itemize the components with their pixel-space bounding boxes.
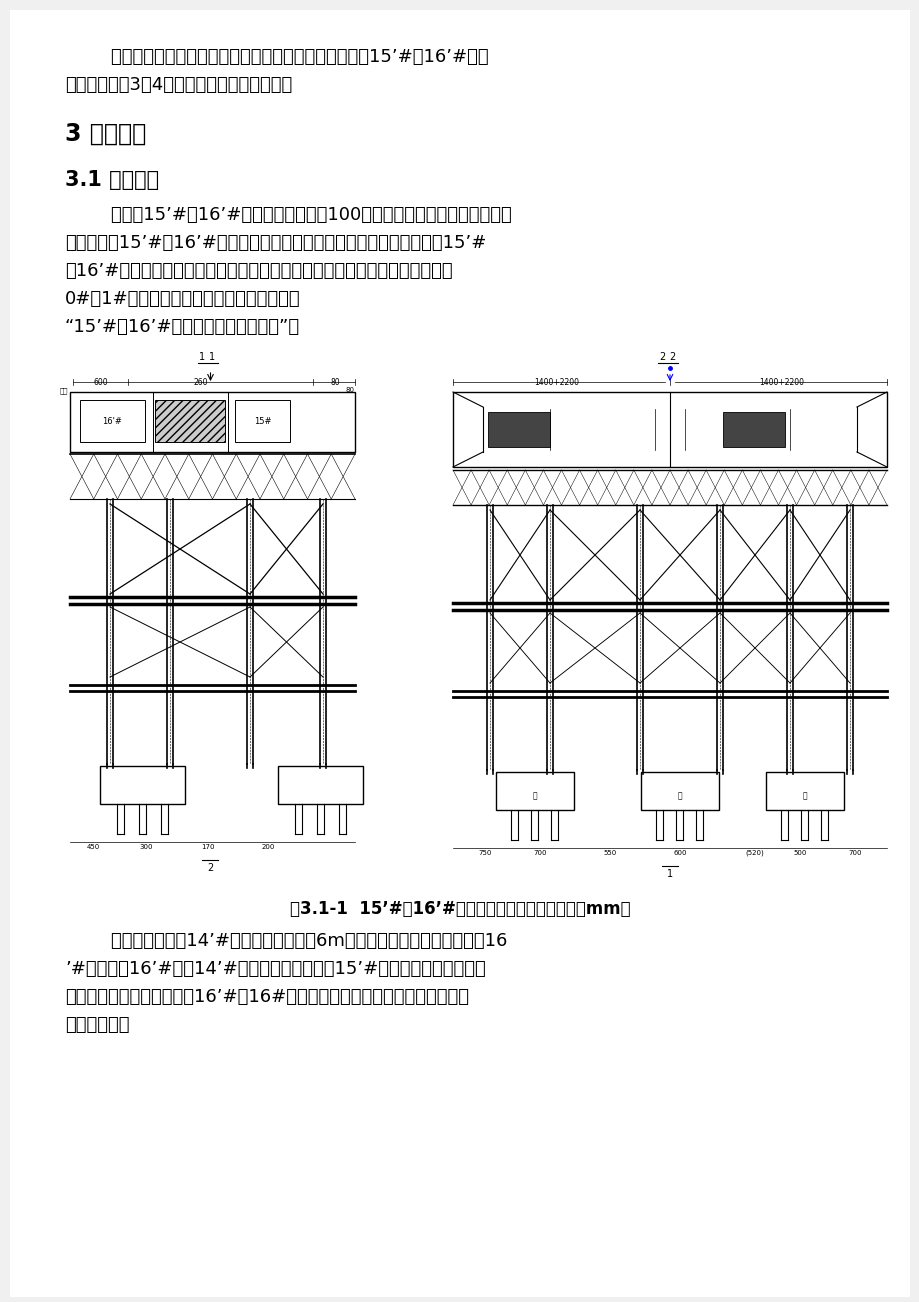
Text: 550: 550 [603, 850, 616, 855]
Text: 600: 600 [673, 850, 686, 855]
Text: 450: 450 [86, 844, 99, 850]
Text: 500: 500 [792, 850, 806, 855]
Text: 1: 1 [210, 352, 215, 362]
Text: 15#: 15# [254, 417, 271, 426]
Bar [452, 392, 886, 467]
Text: 1: 1 [666, 868, 673, 879]
Text: 环节见附图。: 环节见附图。 [65, 1016, 130, 1034]
Text: “15’#、16’#号块现浇段支架布置图”。: “15’#、16’#号块现浇段支架布置图”。 [65, 318, 300, 336]
Bar [70, 392, 355, 452]
Text: ’#块，焊接16’#块与14’#块间刚性支撑，浇筑15’#块梁段。施工辅助墩并: ’#块，焊接16’#块与14’#块间刚性支撑，浇筑15’#块梁段。施工辅助墩并 [65, 960, 485, 978]
Bar [495, 772, 573, 810]
Text: 700: 700 [847, 850, 861, 855]
Text: 1400+2200: 1400+2200 [534, 378, 579, 387]
Bar [722, 411, 784, 447]
Text: 170: 170 [201, 844, 214, 850]
Bar [100, 766, 186, 805]
Text: 1400+2200: 1400+2200 [759, 378, 803, 387]
Text: 700: 700 [533, 850, 546, 855]
Bar [487, 411, 550, 447]
Text: 测: 测 [801, 792, 807, 801]
Bar [641, 772, 719, 810]
Bar [80, 400, 145, 441]
Text: 主梁施工是在3－4月施工，受季节影响不大。: 主梁施工是在3－4月施工，受季节影响不大。 [65, 76, 292, 94]
Text: 16'#: 16'# [102, 417, 122, 426]
Text: 0#、1#节段支架施工相似。支架布置具体见: 0#、1#节段支架施工相似。支架布置具体见 [65, 290, 301, 309]
Bar [234, 400, 289, 441]
Text: 2: 2 [668, 352, 675, 362]
Text: 80: 80 [346, 387, 355, 393]
Text: 图3.1-1  15’#、16’#块现浇段支架布置图（单位：mm）: 图3.1-1 15’#、16’#块现浇段支架布置图（单位：mm） [289, 900, 630, 918]
Text: 安装此处支座，挂篮前移至16’#、16#号节段，分节浇筑其他节段。具体施工: 安装此处支座，挂篮前移至16’#、16#号节段，分节浇筑其他节段。具体施工 [65, 988, 469, 1006]
Text: 1: 1 [199, 352, 205, 362]
Text: 300: 300 [139, 844, 153, 850]
Text: 计，故边跨15’#、16’#节段不能使用牵索挂篮施工，采用支架法施工。15’#: 计，故边跨15’#、16’#节段不能使用牵索挂篮施工，采用支架法施工。15’# [65, 234, 486, 253]
Text: 600: 600 [94, 378, 108, 387]
Text: 测: 测 [677, 792, 682, 801]
Text: 80: 80 [330, 378, 339, 387]
Text: 缩放: 缩放 [60, 387, 68, 393]
Text: 、16’#节段支架基本采用在承台上预埋预埋件和插打钢板桩。支架施工措施与: 、16’#节段支架基本采用在承台上预埋预埋件和插打钢板桩。支架施工措施与 [65, 262, 452, 280]
Text: 2: 2 [207, 863, 213, 874]
Text: 牵索挂篮施工完14’#节段后，挂篮后退6m；在辅助墩旁安装支架先施工16: 牵索挂篮施工完14’#节段后，挂篮后退6m；在辅助墩旁安装支架先施工16 [65, 932, 506, 950]
Bar [278, 766, 363, 805]
Bar [154, 400, 225, 441]
Text: 200: 200 [261, 844, 275, 850]
Text: 260: 260 [193, 378, 208, 387]
Text: 测: 测 [532, 792, 537, 801]
Text: (520): (520) [744, 850, 764, 857]
Text: 因边跨15’#、16’#节段比原则节段重100多吨，而牵索挂篮按原则节段设: 因边跨15’#、16’#节段比原则节段重100多吨，而牵索挂篮按原则节段设 [65, 206, 511, 224]
Text: 3.1 总体阐明: 3.1 总体阐明 [65, 171, 159, 190]
Bar [766, 772, 843, 810]
Text: 3 施工方案: 3 施工方案 [65, 122, 146, 146]
Text: 2: 2 [658, 352, 664, 362]
Text: 750: 750 [478, 850, 491, 855]
Text: 本地区全年均可施工，但雨季对施工存在一定的影响。15’#、16’#节段: 本地区全年均可施工，但雨季对施工存在一定的影响。15’#、16’#节段 [65, 48, 488, 66]
